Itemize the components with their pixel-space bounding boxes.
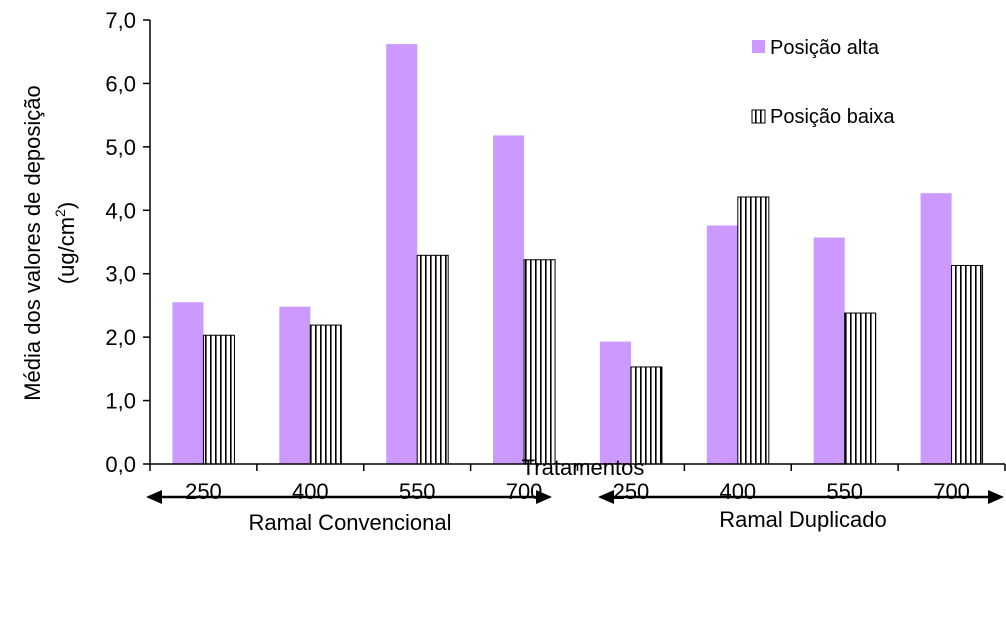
bar-posicao-alta [172,302,204,464]
y-tick-label: 0,0 [105,452,136,477]
y-axis-unit-prefix: (ug/cm [54,217,79,284]
bar-posicao-alta [279,306,311,464]
group-arrow-head-left-convencional [146,490,162,504]
group-label-duplicado: Ramal Duplicado [719,507,887,532]
y-tick-label: 1,0 [105,389,136,414]
bar-posicao-baixa [951,264,984,465]
y-axis-unit-superscript: 2 [52,209,68,217]
group-label-convencional: Ramal Convencional [249,510,452,535]
bar-posicao-baixa [630,366,663,465]
bar-posicao-alta [813,237,845,464]
y-tick-label: 6,0 [105,71,136,96]
y-axis-title-line2: (ug/cm2) [52,202,79,284]
y-tick-label: 4,0 [105,198,136,223]
y-axis-title: Média dos valores de deposição (ug/cm2) [20,85,79,401]
bar-posicao-baixa [309,324,342,465]
bar-posicao-alta [493,135,525,464]
bar-posicao-baixa [737,196,770,465]
x-tick-label: 550 [399,479,436,504]
group-arrow-head-right-duplicado [988,490,1004,504]
x-tick-label: 400 [292,479,329,504]
bars-layer [172,44,984,465]
bar-posicao-baixa [416,254,449,465]
bar-posicao-alta [386,44,418,465]
y-tick-label: 2,0 [105,325,136,350]
legend: Posição alta Posição baixa [751,37,895,128]
legend-swatch-posicao-baixa [751,109,766,124]
bar-posicao-baixa [844,312,877,465]
group-arrow-head-left-duplicado [598,490,614,504]
bar-posicao-alta [920,193,952,464]
group-arrows: Ramal Convencional Ramal Duplicado [146,490,1004,535]
x-axis-title: Tratamentos [522,455,645,480]
y-tick-label: 7,0 [105,8,136,33]
bar-posicao-alta [599,341,631,464]
axes-layer: 0,0 1,0 2,0 3,0 4,0 5,0 6,0 7,0 250 400 550 700 250 4… [105,8,1006,504]
x-tick-label: 250 [185,479,222,504]
bar-posicao-alta [706,225,738,464]
x-tick-label: 400 [719,479,756,504]
group-arrow-head-right-convencional [536,490,552,504]
x-tick-label: 250 [613,479,650,504]
bar-posicao-baixa [202,334,235,465]
y-axis-title-line1: Média dos valores de deposição [20,85,45,401]
y-axis-unit-suffix: ) [54,202,79,209]
legend-label-posicao-alta: Posição alta [770,37,880,59]
x-tick-label: 700 [933,479,970,504]
bar-posicao-baixa [523,259,556,465]
x-tick-label: 550 [826,479,863,504]
legend-label-posicao-baixa: Posição baixa [770,106,895,128]
legend-swatch-posicao-alta [752,40,765,53]
y-tick-label: 5,0 [105,135,136,160]
y-tick-label: 3,0 [105,262,136,287]
